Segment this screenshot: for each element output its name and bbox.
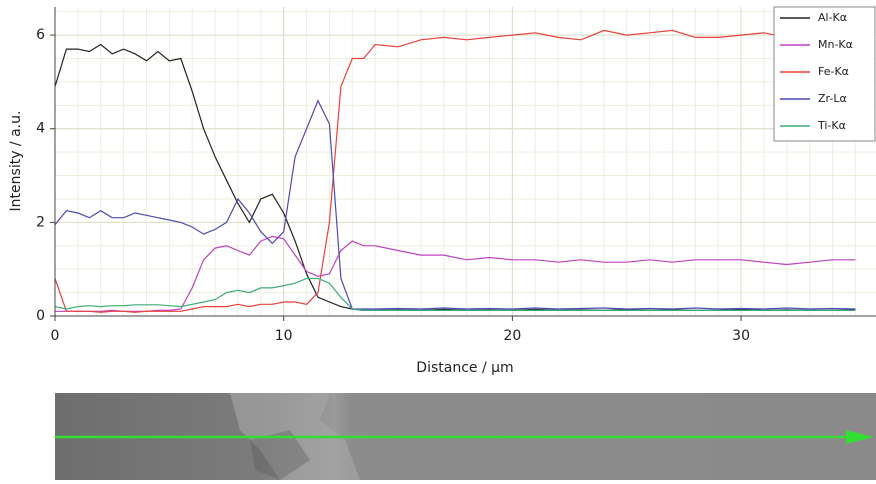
legend-label: Mn-Kα (818, 38, 853, 51)
legend-label: Al-Kα (818, 11, 847, 24)
y-tick-label: 4 (36, 121, 45, 137)
series-line (54, 99, 856, 310)
y-tick-label: 2 (36, 214, 45, 230)
legend-label: Zr-Lα (818, 92, 847, 105)
grid (54, 7, 876, 317)
series-line (54, 277, 856, 311)
y-tick-label: 0 (36, 308, 45, 324)
sem-image (55, 393, 876, 480)
series-line (54, 29, 856, 313)
series-lines (54, 29, 856, 313)
y-tick-label: 6 (36, 27, 45, 43)
x-tick-label: 10 (275, 328, 293, 344)
legend-label: Ti-Kα (817, 119, 846, 132)
y-axis-label: Intensity / a.u. (8, 111, 24, 212)
x-tick-label: 0 (51, 328, 60, 344)
axes: 0 10 20 30 0 2 4 6 (36, 7, 876, 344)
legend: Al-Kα Mn-Kα Fe-Kα Zr-Lα Ti-Kα (773, 6, 876, 142)
x-tick-label: 20 (503, 328, 521, 344)
axis-frame (54, 7, 876, 317)
x-axis-label: Distance / µm (416, 360, 513, 376)
legend-box (773, 6, 876, 142)
legend-label: Fe-Kα (818, 65, 849, 78)
x-tick-label: 30 (732, 328, 750, 344)
